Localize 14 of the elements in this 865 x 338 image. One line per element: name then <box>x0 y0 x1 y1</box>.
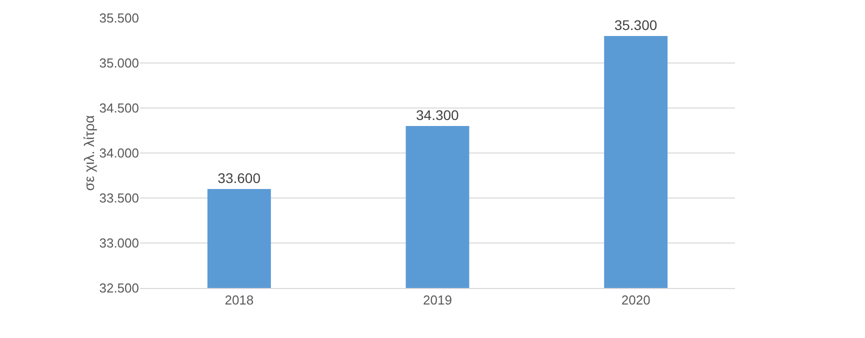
y-tick-label: 34.500 <box>99 100 139 116</box>
data-label: 35.300 <box>614 17 658 33</box>
y-tick-label: 33.500 <box>99 190 139 206</box>
data-label: 33.600 <box>218 170 261 186</box>
data-label: 34.300 <box>416 107 460 123</box>
y-tick-label: 32.500 <box>99 280 139 296</box>
x-tick-label: 2018 <box>224 292 254 308</box>
y-tick-label: 33.000 <box>99 236 139 251</box>
y-tick-label: 34.000 <box>99 146 139 161</box>
y-tick-label: 35.500 <box>99 10 139 26</box>
x-tick-label: 2020 <box>621 292 650 308</box>
y-axis-title: σε χιλ. λίτρα <box>81 115 98 191</box>
y-tick-label: 35.000 <box>99 56 139 71</box>
x-tick-label: 2019 <box>423 292 452 308</box>
